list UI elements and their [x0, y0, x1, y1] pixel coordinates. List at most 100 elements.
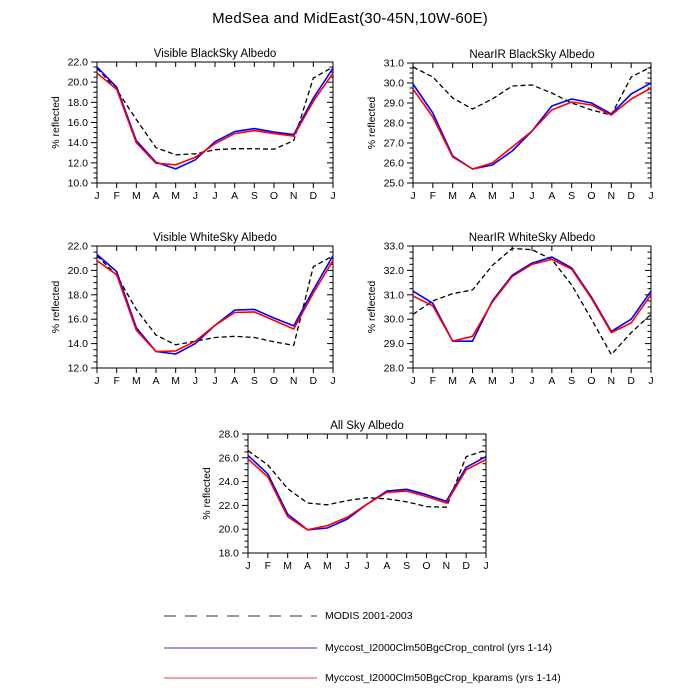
x-tick-label: A	[152, 190, 159, 202]
legend-item-control: Myccost_I2000Clm50BgcCrop_control (yrs 1…	[163, 641, 552, 655]
x-tick-label: M	[488, 190, 497, 202]
chart-all-sky-albedo: 18.020.022.024.026.028.0J F M A M J J A S O N D JAll…	[201, 420, 489, 572]
modis-line	[96, 255, 334, 347]
x-tick-label: D	[310, 190, 318, 202]
legend-item-modis: MODIS 2001-2003	[163, 609, 413, 623]
y-tick-label: 32.0	[384, 265, 405, 277]
x-tick-label: J	[345, 560, 350, 572]
y-tick-label: 20.0	[68, 77, 89, 89]
y-tick-label: 20.0	[219, 524, 240, 536]
x-tick-label: A	[383, 560, 390, 572]
y-tick-label: 27.0	[384, 138, 405, 150]
kparams-line	[96, 72, 334, 166]
y-tick-label: 28.0	[384, 363, 405, 375]
y-tick-label: 12.0	[68, 157, 89, 169]
y-axis-title: % reflected	[366, 281, 378, 334]
x-tick-label: S	[251, 190, 258, 202]
x-tick-label: J	[510, 375, 515, 387]
x-tick-label: J	[193, 375, 198, 387]
chart-title: NearIR WhiteSky Albedo	[469, 232, 596, 244]
x-tick-label: M	[323, 560, 332, 572]
x-tick-label: O	[270, 375, 278, 387]
y-tick-label: 18.0	[68, 97, 89, 109]
x-tick-label: F	[113, 375, 119, 387]
x-tick-label: S	[403, 560, 410, 572]
y-axis-title: % reflected	[50, 281, 62, 334]
y-tick-label: 33.0	[384, 241, 405, 253]
x-tick-label: J	[212, 375, 217, 387]
kparams-line	[412, 258, 652, 343]
modis-line	[412, 66, 652, 116]
y-tick-label: 25.0	[384, 178, 405, 190]
plot-frame	[96, 61, 334, 184]
x-tick-label: J	[364, 560, 369, 572]
chart-title: Visible WhiteSky Albedo	[153, 232, 277, 244]
x-tick-label: F	[265, 560, 271, 572]
plot-frame	[96, 245, 334, 369]
y-tick-label: 29.0	[384, 98, 405, 110]
control-line	[412, 256, 652, 343]
x-tick-label: A	[231, 190, 238, 202]
control-line	[412, 82, 652, 170]
y-tick-label: 14.0	[68, 137, 89, 149]
y-tick-label: 26.0	[219, 452, 240, 464]
x-tick-label: M	[448, 375, 457, 387]
control-line	[96, 66, 334, 170]
x-tick-label: M	[171, 190, 180, 202]
x-tick-label: N	[608, 190, 616, 202]
y-tick-label: 31.0	[384, 58, 405, 70]
x-tick-label: N	[608, 375, 616, 387]
control-line	[247, 454, 487, 531]
x-tick-label: J	[94, 190, 99, 202]
legend-label-control: Myccost_I2000Clm50BgcCrop_control (yrs 1…	[325, 642, 553, 654]
x-tick-label: J	[648, 190, 653, 202]
x-tick-label: S	[568, 190, 575, 202]
x-tick-label: S	[251, 375, 258, 387]
y-tick-label: 18.0	[68, 289, 89, 301]
x-tick-label: J	[193, 190, 198, 202]
x-tick-label: O	[587, 190, 595, 202]
x-tick-label: J	[245, 560, 250, 572]
y-tick-label: 28.0	[219, 429, 240, 441]
x-tick-label: A	[152, 375, 159, 387]
modis-legend-line	[164, 615, 317, 617]
modis-line	[96, 66, 334, 156]
x-tick-label: J	[410, 375, 415, 387]
y-tick-label: 26.0	[384, 158, 405, 170]
x-tick-label: S	[568, 375, 575, 387]
y-tick-label: 22.0	[68, 241, 89, 253]
x-tick-label: J	[410, 190, 415, 202]
y-tick-label: 18.0	[219, 548, 240, 560]
y-axis: 12.0 14.0 16.0 18.0 20.0 22.0	[68, 241, 333, 375]
x-tick-label: M	[132, 190, 141, 202]
y-tick-label: 30.0	[384, 78, 405, 90]
x-tick-label: A	[469, 190, 476, 202]
chart-title: NearIR BlackSky Albedo	[469, 49, 594, 61]
x-tick-label: A	[231, 375, 238, 387]
kparams-line	[247, 458, 487, 531]
y-axis-title: % reflected	[201, 467, 213, 520]
y-tick-label: 30.0	[384, 314, 405, 326]
x-tick-label: F	[430, 375, 436, 387]
y-axis: 18.0 20.0 22.0 24.0 26.0 28.0	[219, 429, 486, 560]
legend-item-kparams: Myccost_I2000Clm50BgcCrop_kparams (yrs 1…	[163, 671, 561, 685]
y-axis: 28.0 29.0 30.0 31.0 32.0 33.0	[384, 241, 651, 375]
y-tick-label: 24.0	[219, 476, 240, 488]
page-title: MedSea and MidEast(30-45N,10W-60E)	[212, 10, 488, 27]
x-tick-label: J	[529, 375, 534, 387]
x-tick-label: D	[627, 190, 635, 202]
x-tick-label: A	[469, 375, 476, 387]
chart-visible-blacksky-albedo: 10.012.014.016.018.020.022.0J F M A M J J A S O N D…	[50, 48, 336, 202]
x-tick-label: D	[310, 375, 318, 387]
x-tick-label: J	[510, 190, 515, 202]
y-axis-title: % reflected	[50, 96, 62, 149]
y-tick-label: 22.0	[219, 500, 240, 512]
x-tick-label: A	[548, 190, 555, 202]
chart-nearir-blacksky-albedo: 25.026.027.028.029.030.031.0J F M A M J J A S O N D…	[366, 49, 654, 202]
kparams-line	[412, 87, 652, 170]
x-tick-label: O	[422, 560, 430, 572]
